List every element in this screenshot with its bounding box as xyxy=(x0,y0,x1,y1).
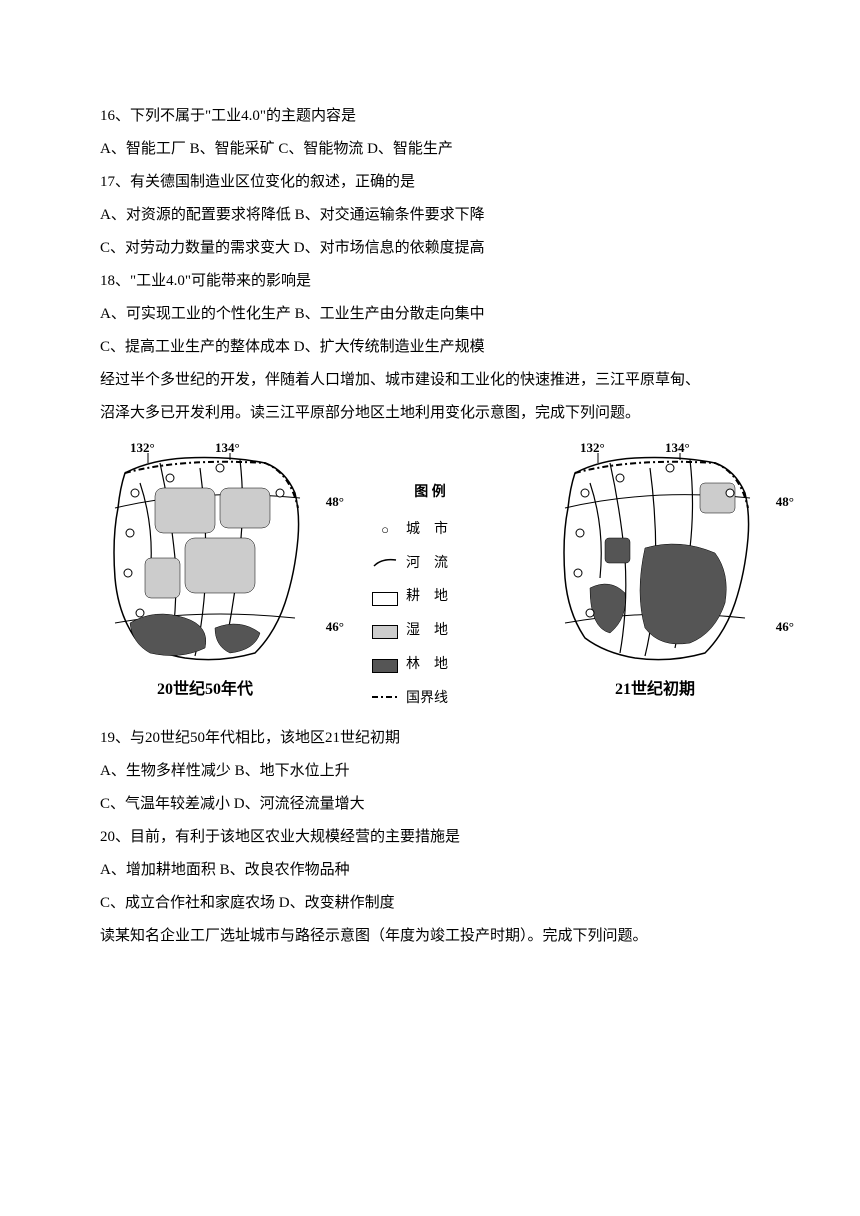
q18-optA: A、可实现工业的个性化生产 B、工业生产由分散走向集中 xyxy=(100,298,760,331)
figure-row: 132° 134° 48° 46° xyxy=(100,438,760,718)
q19-optC: C、气温年较差减小 D、河流径流量增大 xyxy=(100,788,760,821)
legend-border-label: 国界线 xyxy=(406,684,448,715)
legend-farmland: 耕 地 xyxy=(370,582,490,613)
q17-stem: 17、有关德国制造业区位变化的叙述，正确的是 xyxy=(100,166,760,199)
legend-border: 国界线 xyxy=(370,684,490,715)
caption-left: 20世纪50年代 xyxy=(157,672,253,707)
legend-farmland-label: 耕 地 xyxy=(406,582,448,613)
map-left: 132° 134° 48° 46° xyxy=(100,438,310,668)
q17-optC: C、对劳动力数量的需求变大 D、对市场信息的依赖度提高 xyxy=(100,232,760,265)
map-left-block: 132° 134° 48° 46° xyxy=(100,438,310,707)
passage2-l1: 读某知名企业工厂选址城市与路径示意图（年度为竣工投产时期）。完成下列问题。 xyxy=(100,920,760,953)
map-right: 132° 134° 48° 46° xyxy=(550,438,760,668)
lat48-left: 48° xyxy=(326,488,344,517)
lon134-left: 134° xyxy=(215,434,240,463)
legend-wetland: 湿 地 xyxy=(370,616,490,647)
q18-optC: C、提高工业生产的整体成本 D、扩大传统制造业生产规模 xyxy=(100,331,760,364)
lat46-left: 46° xyxy=(326,613,344,642)
q20-stem: 20、目前，有利于该地区农业大规模经营的主要措施是 xyxy=(100,821,760,854)
lon132-right: 132° xyxy=(580,434,605,463)
lat46-right: 46° xyxy=(776,613,794,642)
legend-title: 图 例 xyxy=(370,478,490,509)
q16-opts: A、智能工厂 B、智能采矿 C、智能物流 D、智能生产 xyxy=(100,133,760,166)
lon132-left: 132° xyxy=(130,434,155,463)
q17-optA: A、对资源的配置要求将降低 B、对交通运输条件要求下降 xyxy=(100,199,760,232)
lon134-right: 134° xyxy=(665,434,690,463)
q16-stem: 16、下列不属于"工业4.0"的主题内容是 xyxy=(100,100,760,133)
legend-city: ○城 市 xyxy=(370,515,490,546)
passage1-l2: 沼泽大多已开发利用。读三江平原部分地区土地利用变化示意图，完成下列问题。 xyxy=(100,397,760,430)
q20-optC: C、成立合作社和家庭农场 D、改变耕作制度 xyxy=(100,887,760,920)
caption-right: 21世纪初期 xyxy=(615,672,695,707)
legend-city-label: 城 市 xyxy=(406,515,448,546)
q20-optA: A、增加耕地面积 B、改良农作物品种 xyxy=(100,854,760,887)
q19-stem: 19、与20世纪50年代相比，该地区21世纪初期 xyxy=(100,722,760,755)
legend-river: 河 流 xyxy=(370,549,490,580)
q18-stem: 18、"工业4.0"可能带来的影响是 xyxy=(100,265,760,298)
passage1-l1: 经过半个多世纪的开发，伴随着人口增加、城市建设和工业化的快速推进，三江平原草甸、 xyxy=(100,364,760,397)
legend-river-label: 河 流 xyxy=(406,549,448,580)
q19-optA: A、生物多样性减少 B、地下水位上升 xyxy=(100,755,760,788)
legend-forest: 林 地 xyxy=(370,650,490,681)
legend: 图 例 ○城 市 河 流 耕 地 湿 地 林 地 国界线 xyxy=(370,438,490,718)
legend-forest-label: 林 地 xyxy=(406,650,448,681)
lat48-right: 48° xyxy=(776,488,794,517)
map-right-block: 132° 134° 48° 46° xyxy=(550,438,760,707)
legend-wetland-label: 湿 地 xyxy=(406,616,448,647)
